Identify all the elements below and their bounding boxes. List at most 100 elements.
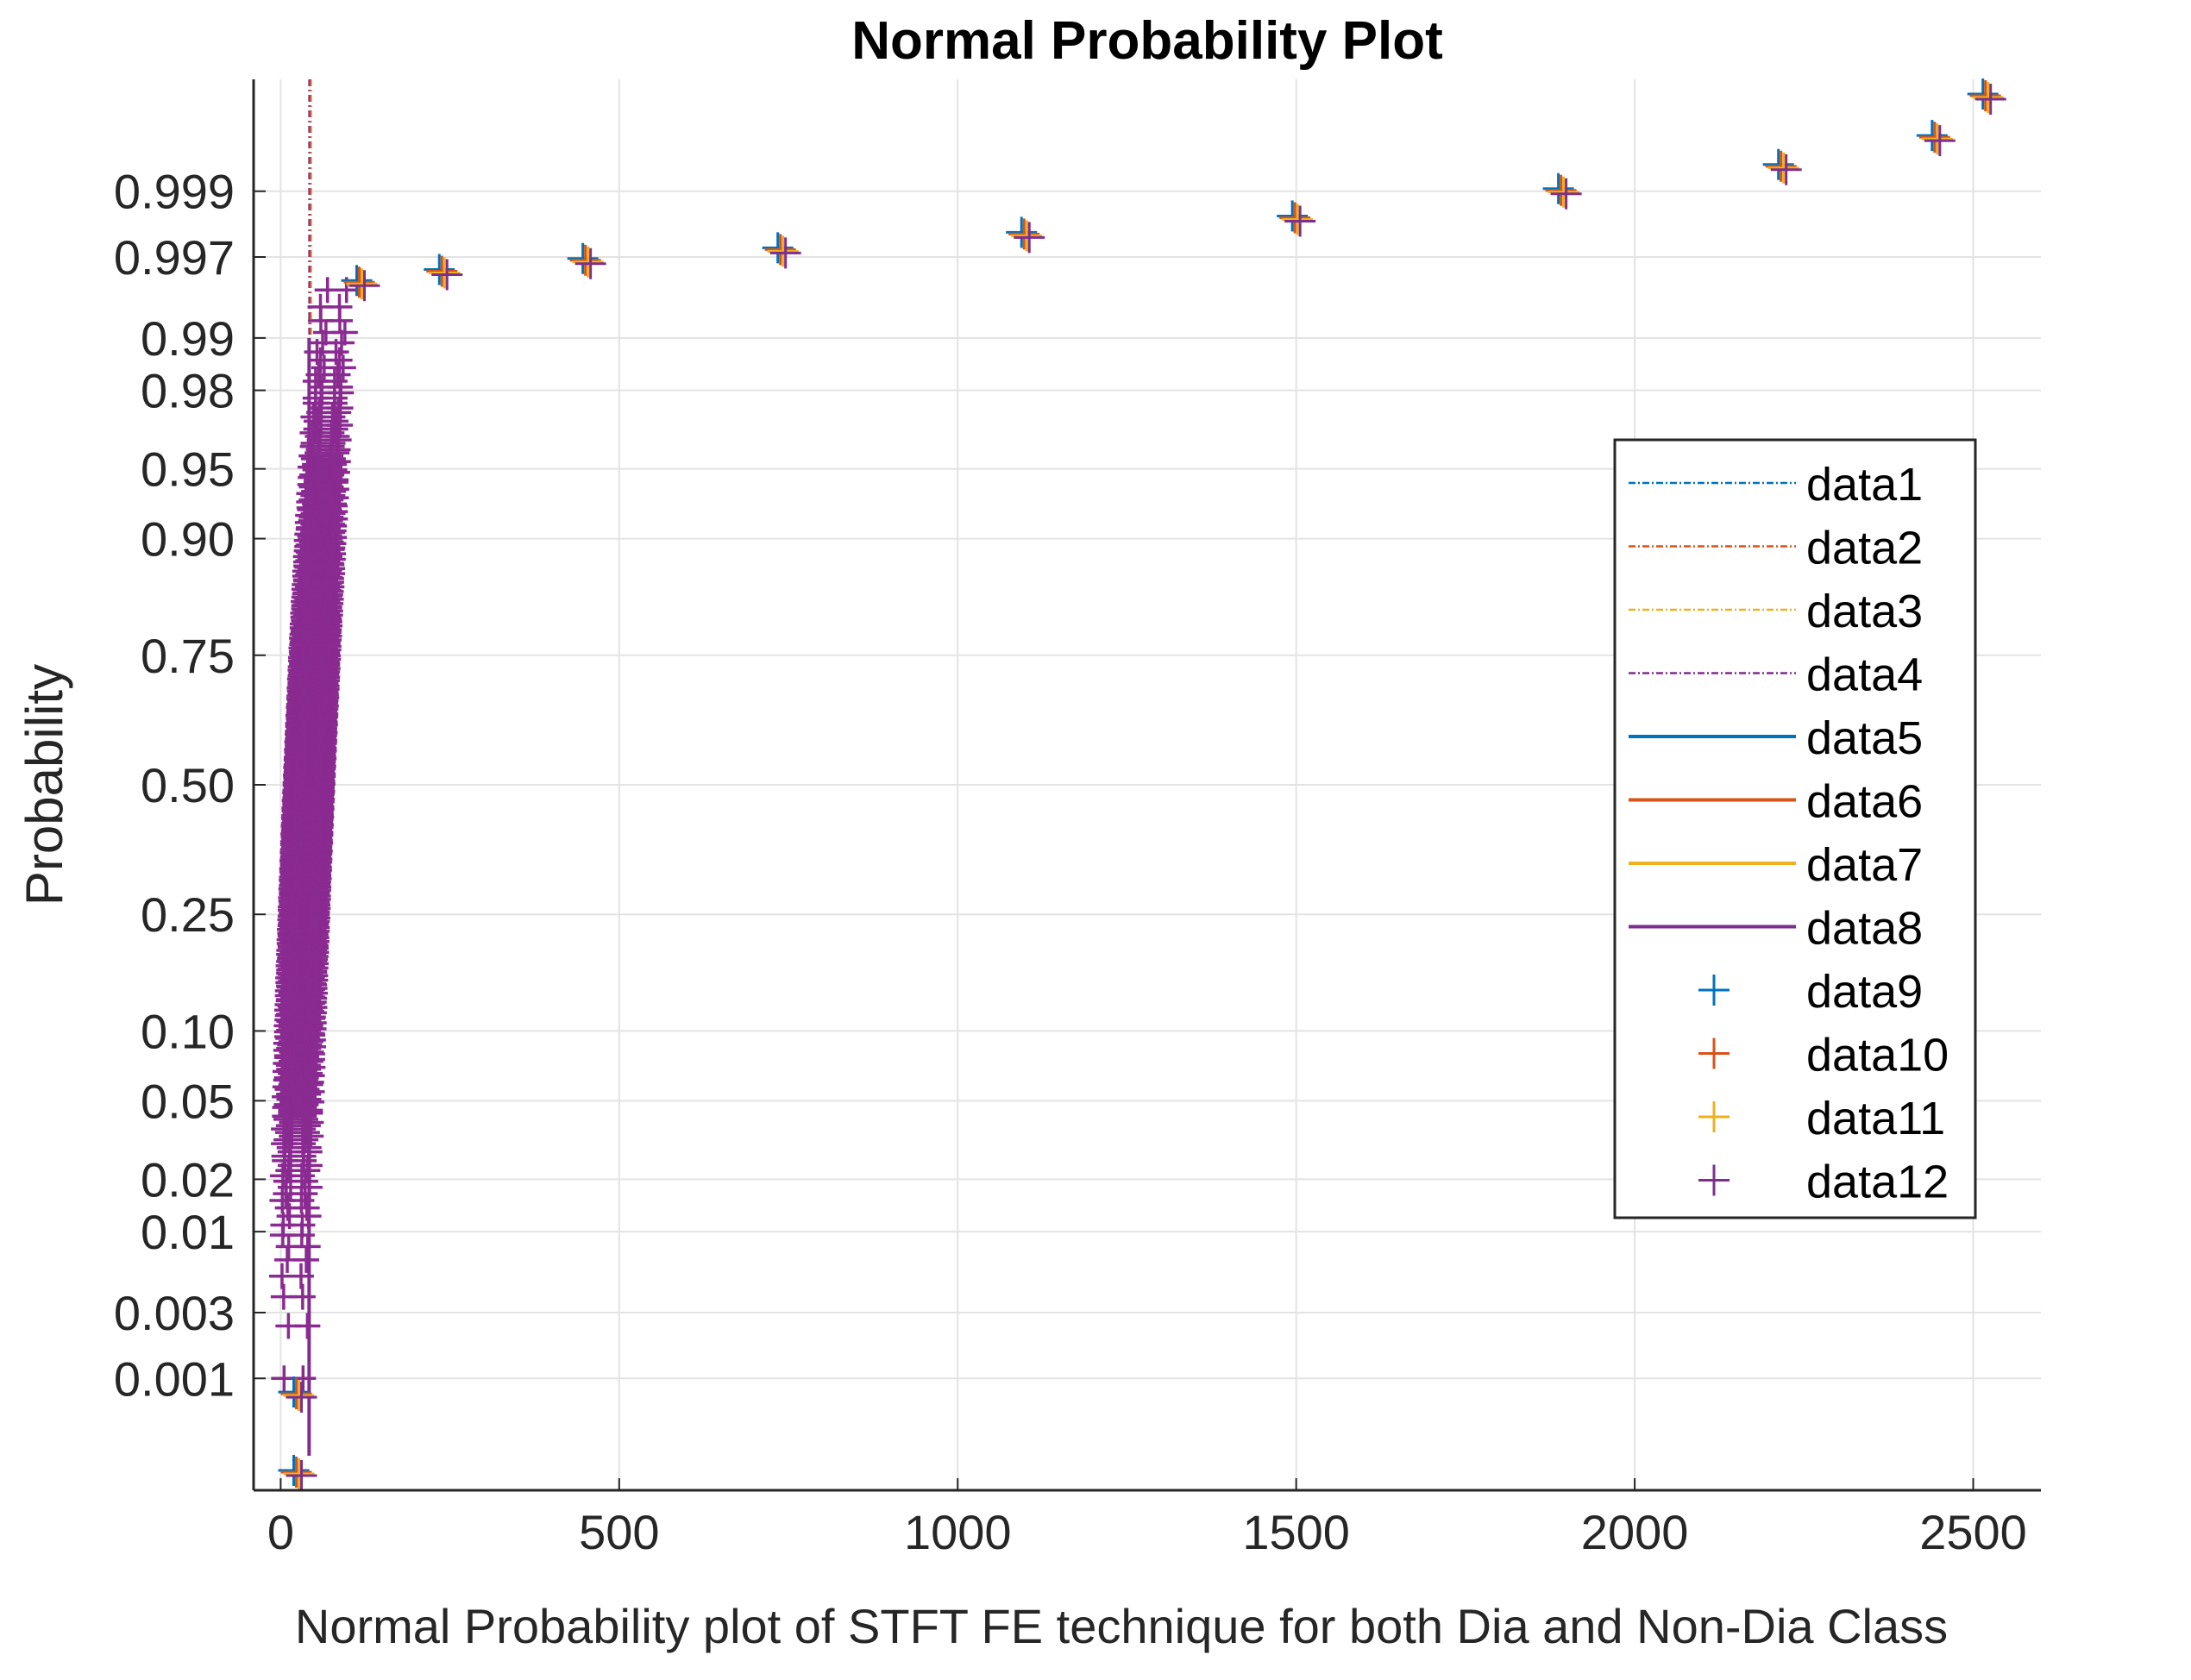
data-point bbox=[1545, 174, 1577, 206]
x-tick-label: 2000 bbox=[1581, 1505, 1689, 1559]
data-point bbox=[424, 254, 455, 285]
data-point bbox=[572, 246, 604, 278]
legend-item: data4 bbox=[1629, 649, 1923, 701]
legend-item: data6 bbox=[1629, 776, 1923, 828]
data-point bbox=[1006, 216, 1038, 248]
legend-item: data3 bbox=[1629, 586, 1923, 637]
data-point bbox=[1918, 122, 1950, 154]
data-point bbox=[280, 1378, 312, 1410]
y-tick-label: 0.01 bbox=[141, 1205, 235, 1259]
y-tick-label: 0.02 bbox=[141, 1152, 235, 1207]
data-point bbox=[1765, 150, 1797, 182]
y-tick-label: 0.10 bbox=[141, 1004, 235, 1058]
data-point bbox=[1972, 82, 2004, 114]
data-point bbox=[1974, 84, 2006, 116]
bulk-point bbox=[287, 1263, 314, 1289]
y-tick-label: 0.90 bbox=[141, 512, 235, 567]
legend-item: data9 bbox=[1698, 966, 1923, 1018]
bulk-point bbox=[288, 1188, 315, 1214]
legend-item: data12 bbox=[1698, 1157, 1949, 1208]
bulk-point bbox=[324, 361, 351, 388]
legend-label: data7 bbox=[1806, 839, 1923, 891]
bulk-point bbox=[326, 293, 353, 320]
data-point bbox=[1969, 80, 2001, 112]
y-tick-label: 0.98 bbox=[141, 364, 235, 418]
y-tick-label: 0.997 bbox=[114, 230, 235, 285]
bulk-point bbox=[321, 367, 348, 394]
data-point bbox=[1542, 172, 1574, 204]
data-point bbox=[343, 266, 375, 298]
bulk-point bbox=[294, 1313, 321, 1339]
y-tick-labels: 0.001 0.003 0.010.02 0.05 0.10 0.25 0.50 0.75 0.… bbox=[114, 165, 235, 1407]
data-point bbox=[348, 270, 380, 302]
y-tick-label: 0.25 bbox=[141, 887, 235, 942]
legend-item: data8 bbox=[1629, 903, 1923, 955]
data-point bbox=[1277, 200, 1309, 232]
data-point bbox=[1011, 220, 1043, 252]
y-tick-label: 0.001 bbox=[114, 1351, 235, 1406]
y-tick-label: 0.50 bbox=[141, 758, 235, 812]
legend: data1 data2 data3 data4 data5 data6 data7 data8… bbox=[1613, 438, 1977, 1219]
data-point bbox=[1282, 204, 1314, 235]
legend-item: data2 bbox=[1629, 523, 1923, 574]
bulk-point bbox=[331, 319, 358, 346]
y-tick-label: 0.999 bbox=[114, 165, 235, 219]
data-point bbox=[767, 235, 799, 267]
x-tick-label: 0 bbox=[267, 1505, 294, 1559]
legend-label: data5 bbox=[1806, 712, 1923, 764]
data-point bbox=[346, 268, 378, 300]
data-point bbox=[283, 1457, 315, 1489]
data-point bbox=[286, 1459, 317, 1491]
data-point bbox=[1767, 152, 1799, 184]
data-point bbox=[1279, 202, 1311, 234]
bulk-point bbox=[294, 1233, 321, 1260]
grid bbox=[254, 79, 2041, 1490]
x-tick-labels: 0 500 1000 1500 2000 2500 bbox=[267, 1505, 2027, 1559]
data-point bbox=[431, 259, 463, 291]
data-point bbox=[1921, 123, 1953, 155]
legend-marker bbox=[1698, 1037, 1730, 1069]
data-point bbox=[278, 1376, 310, 1408]
data-point bbox=[1924, 125, 1956, 157]
x-axis-label: Normal Probability plot of STFT FE techn… bbox=[295, 1599, 1948, 1653]
y-tick-label: 0.75 bbox=[141, 629, 235, 683]
tail-markers bbox=[278, 78, 2006, 1491]
data-point bbox=[1762, 148, 1794, 180]
data-point bbox=[1008, 218, 1040, 250]
data-point bbox=[1967, 78, 1999, 110]
legend-label: data12 bbox=[1806, 1157, 1949, 1208]
legend-label: data10 bbox=[1806, 1030, 1949, 1081]
data-point bbox=[280, 1456, 312, 1488]
x-tick-label: 2500 bbox=[1919, 1505, 2027, 1559]
data-point bbox=[762, 232, 794, 264]
y-tick-label: 0.003 bbox=[114, 1286, 235, 1340]
legend-item: data10 bbox=[1698, 1030, 1949, 1081]
bulk-point bbox=[329, 329, 355, 356]
legend-label: data9 bbox=[1806, 966, 1923, 1018]
legend-label: data11 bbox=[1806, 1093, 1945, 1144]
legend-label: data6 bbox=[1806, 776, 1923, 828]
data-point bbox=[429, 257, 461, 289]
x-tick-label: 1500 bbox=[1242, 1505, 1350, 1559]
data-point bbox=[1770, 154, 1802, 185]
legend-label: data1 bbox=[1806, 459, 1923, 511]
data-point bbox=[283, 1380, 315, 1412]
legend-marker bbox=[1698, 975, 1730, 1006]
legend-marker bbox=[1698, 1101, 1730, 1132]
x-tick-label: 500 bbox=[579, 1505, 659, 1559]
data-point bbox=[426, 255, 458, 287]
data-point bbox=[1014, 222, 1045, 254]
data-point bbox=[286, 1382, 317, 1414]
chart-title: Normal Probability Plot bbox=[851, 11, 1443, 71]
data-point bbox=[569, 244, 601, 276]
bulk-point bbox=[327, 373, 354, 400]
legend-item: data7 bbox=[1629, 839, 1923, 891]
data-point bbox=[278, 1454, 310, 1486]
y-tick-label: 0.05 bbox=[141, 1074, 235, 1128]
data-point bbox=[574, 248, 606, 279]
y-tick-label: 0.99 bbox=[141, 311, 235, 366]
legend-label: data4 bbox=[1806, 649, 1923, 701]
axes bbox=[252, 79, 2041, 1492]
legend-label: data8 bbox=[1806, 903, 1923, 955]
bulk-point bbox=[289, 1283, 316, 1310]
